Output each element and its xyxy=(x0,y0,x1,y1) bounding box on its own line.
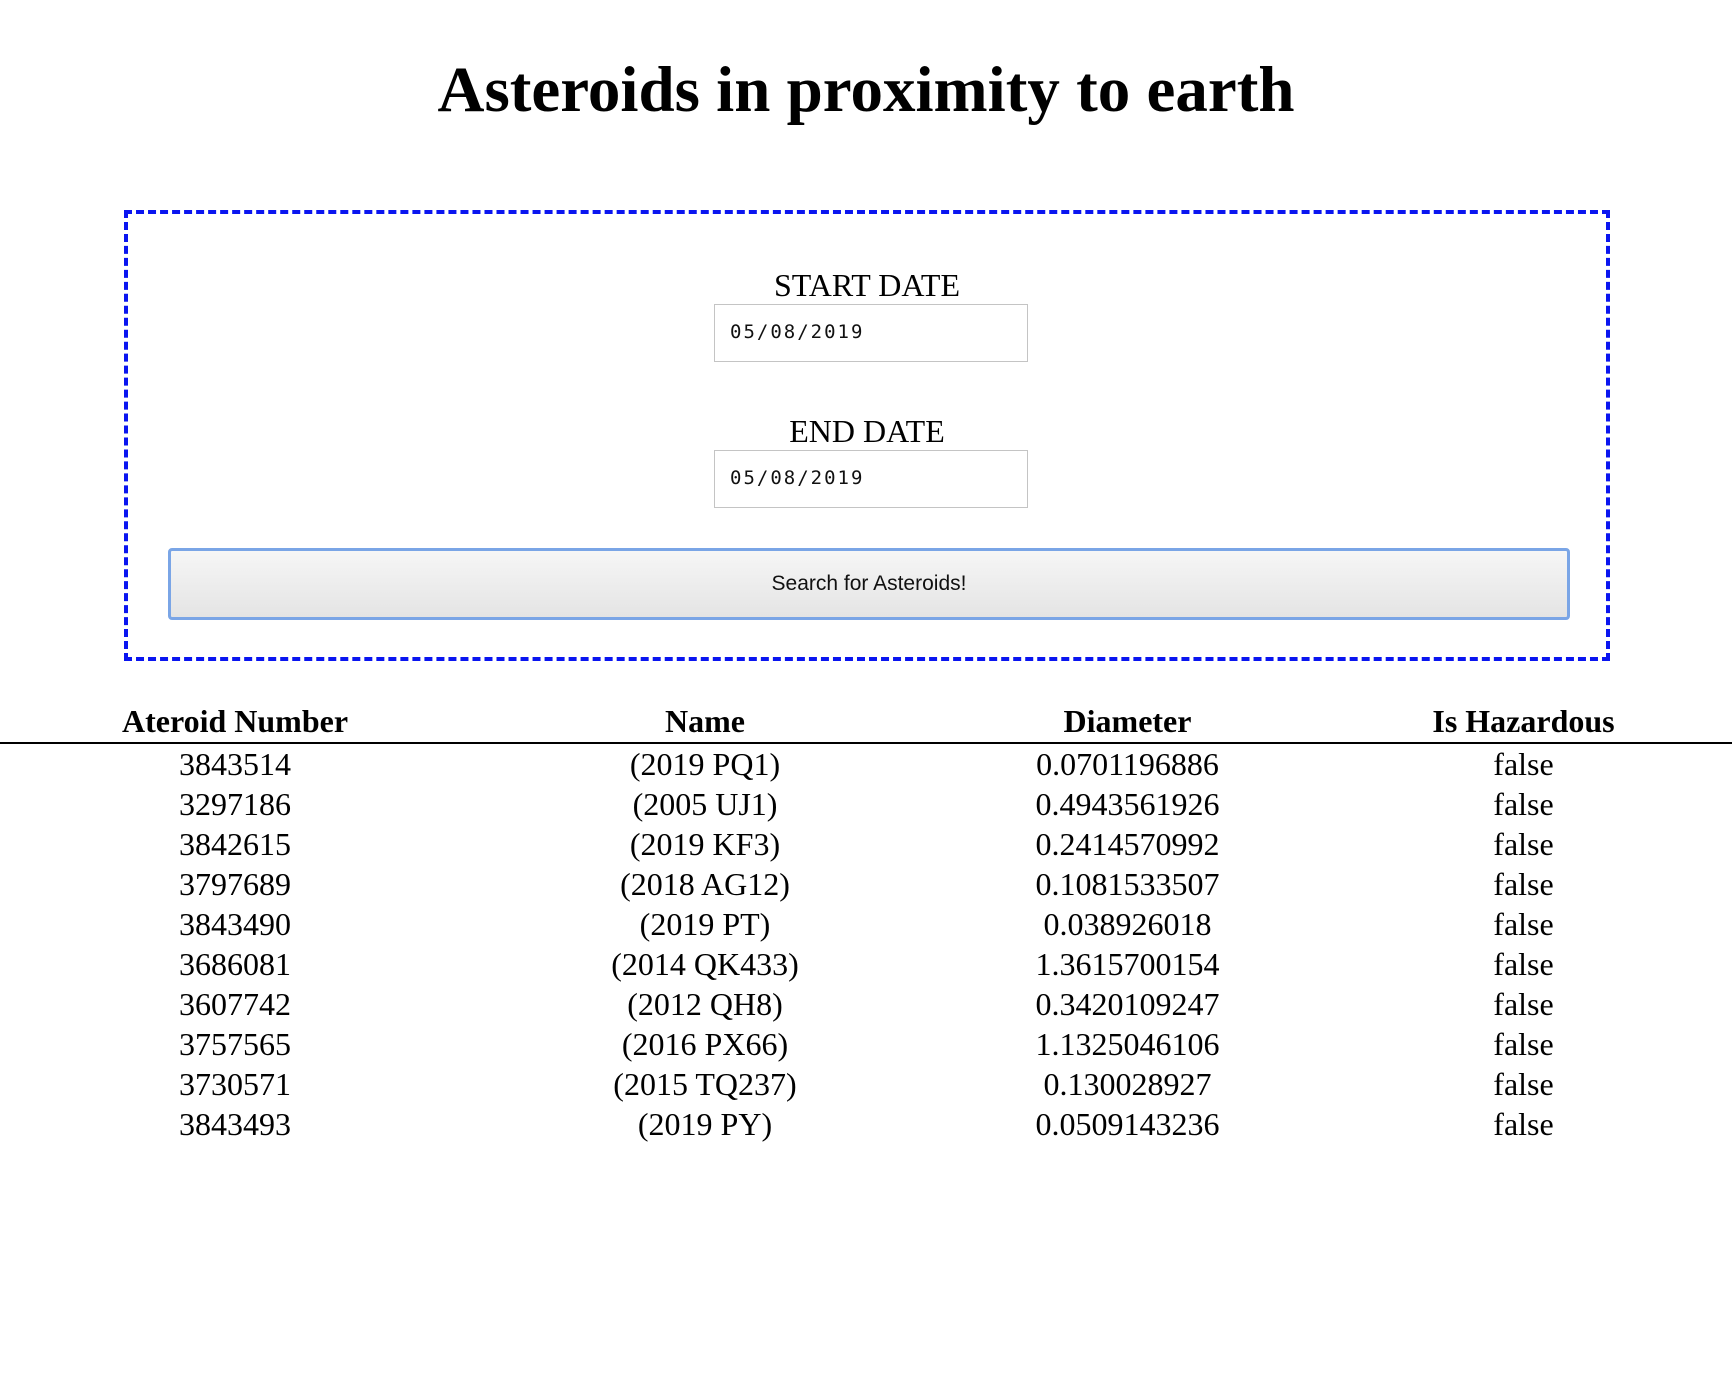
cell-is-hazardous: false xyxy=(1493,786,1554,822)
cell-name: (2016 PX66) xyxy=(621,1026,789,1062)
table-row: 3842615 (2019 KF3) 0.2414570992 false xyxy=(0,824,1732,864)
cell-is-hazardous: false xyxy=(1493,946,1554,982)
cell-is-hazardous: false xyxy=(1493,1026,1554,1062)
cell-diameter: 0.038926018 xyxy=(1043,906,1212,942)
cell-is-hazardous: false xyxy=(1493,866,1554,902)
cell-diameter: 1.1325046106 xyxy=(1035,1026,1220,1062)
cell-diameter: 0.4943561926 xyxy=(1035,786,1220,822)
cell-asteroid-number: 3843493 xyxy=(179,1106,291,1142)
cell-diameter: 0.1081533507 xyxy=(1035,866,1220,902)
cell-asteroid-number: 3607742 xyxy=(179,986,291,1022)
asteroid-table: Ateroid Number Name Diameter Is Hazardou… xyxy=(0,700,1732,1144)
cell-name: (2012 QH8) xyxy=(627,986,783,1022)
cell-name: (2015 TQ237) xyxy=(613,1066,797,1102)
cell-diameter: 0.2414570992 xyxy=(1035,826,1220,862)
cell-asteroid-number: 3797689 xyxy=(179,866,291,902)
cell-diameter: 0.130028927 xyxy=(1043,1066,1212,1102)
search-button[interactable]: Search for Asteroids! xyxy=(168,548,1570,620)
cell-asteroid-number: 3843514 xyxy=(179,746,291,782)
cell-is-hazardous: false xyxy=(1493,986,1554,1022)
cell-name: (2019 PY) xyxy=(637,1106,773,1142)
cell-asteroid-number: 3843490 xyxy=(179,906,291,942)
header-name: Name xyxy=(470,700,940,744)
cell-diameter: 0.0509143236 xyxy=(1035,1106,1220,1142)
cell-diameter: 0.3420109247 xyxy=(1035,986,1220,1022)
table-row: 3607742 (2012 QH8) 0.3420109247 false xyxy=(0,984,1732,1024)
cell-asteroid-number: 3297186 xyxy=(179,786,291,822)
header-diameter: Diameter xyxy=(940,700,1315,744)
table-row: 3757565 (2016 PX66) 1.1325046106 false xyxy=(0,1024,1732,1064)
table-row: 3730571 (2015 TQ237) 0.130028927 false xyxy=(0,1064,1732,1104)
start-date-label: START DATE xyxy=(773,267,961,303)
table-row: 3843514 (2019 PQ1) 0.0701196886 false xyxy=(0,743,1732,784)
cell-is-hazardous: false xyxy=(1493,1106,1554,1142)
header-asteroid-number: Ateroid Number xyxy=(0,700,470,744)
cell-name: (2014 QK433) xyxy=(611,946,799,982)
cell-name: (2019 PQ1) xyxy=(629,746,781,782)
cell-asteroid-number: 3842615 xyxy=(179,826,291,862)
cell-is-hazardous: false xyxy=(1493,746,1554,782)
cell-name: (2005 UJ1) xyxy=(632,786,778,822)
cell-is-hazardous: false xyxy=(1493,826,1554,862)
cell-diameter: 1.3615700154 xyxy=(1035,946,1220,982)
cell-name: (2019 KF3) xyxy=(629,826,781,862)
table-row: 3686081 (2014 QK433) 1.3615700154 false xyxy=(0,944,1732,984)
table-row: 3797689 (2018 AG12) 0.1081533507 false xyxy=(0,864,1732,904)
end-date-input[interactable]: 05/08/2019 xyxy=(714,450,1028,508)
table-row: 3843493 (2019 PY) 0.0509143236 false xyxy=(0,1104,1732,1144)
cell-is-hazardous: false xyxy=(1493,906,1554,942)
cell-is-hazardous: false xyxy=(1493,1066,1554,1102)
page-title: Asteroids in proximity to earth xyxy=(437,54,1295,126)
cell-diameter: 0.0701196886 xyxy=(1036,746,1219,782)
cell-name: (2018 AG12) xyxy=(620,866,790,902)
table-row: 3843490 (2019 PT) 0.038926018 false xyxy=(0,904,1732,944)
search-panel: START DATE 05/08/2019 END DATE 05/08/201… xyxy=(124,210,1610,661)
table-row: 3297186 (2005 UJ1) 0.4943561926 false xyxy=(0,784,1732,824)
cell-name: (2019 PT) xyxy=(639,906,771,942)
table-header-row: Ateroid Number Name Diameter Is Hazardou… xyxy=(0,700,1732,744)
cell-asteroid-number: 3757565 xyxy=(179,1026,291,1062)
start-date-input[interactable]: 05/08/2019 xyxy=(714,304,1028,362)
end-date-label: END DATE xyxy=(789,413,945,449)
cell-asteroid-number: 3730571 xyxy=(179,1066,291,1102)
cell-asteroid-number: 3686081 xyxy=(179,946,291,982)
header-is-hazardous: Is Hazardous xyxy=(1315,700,1732,744)
